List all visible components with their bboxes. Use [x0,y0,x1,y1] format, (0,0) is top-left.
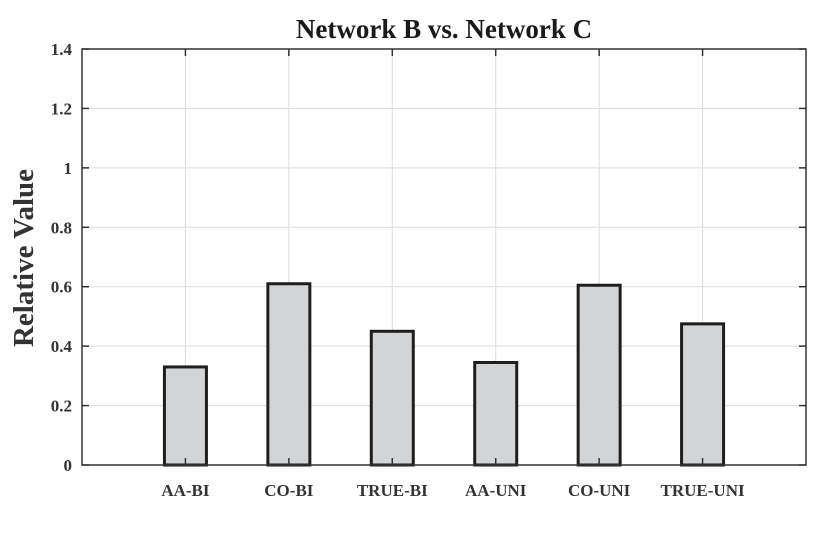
x-axis-ticks: AA-BI CO-BI TRUE-BI AA-UNI CO-UNI TRUE-UNI [161,49,745,500]
y-tick-label: 1 [64,159,73,178]
x-tick-label: TRUE-UNI [661,481,745,500]
y-tick-label: 0.4 [51,337,73,356]
x-tick-label: CO-UNI [568,481,631,500]
y-tick-label: 0.8 [51,218,72,237]
chart-title: Network B vs. Network C [296,14,592,44]
y-tick-label: 1.4 [51,40,73,59]
x-tick-label: TRUE-BI [357,481,428,500]
y-tick-label: 0 [64,456,73,475]
y-tick-label: 1.2 [51,99,72,118]
x-tick-label: AA-BI [161,481,210,500]
y-tick-label: 0.6 [51,278,72,297]
bar-co-uni [578,285,620,465]
x-tick-label: AA-UNI [465,481,527,500]
bar-co-bi [268,284,310,465]
y-axis-label: Relative Value [8,169,40,347]
bar-aa-uni [475,362,517,465]
bars [164,284,723,465]
y-tick-label: 0.2 [51,397,72,416]
x-tick-label: CO-BI [264,481,314,500]
bar-true-bi [371,331,413,465]
bar-aa-bi [164,367,206,465]
bar-true-uni [682,324,724,465]
